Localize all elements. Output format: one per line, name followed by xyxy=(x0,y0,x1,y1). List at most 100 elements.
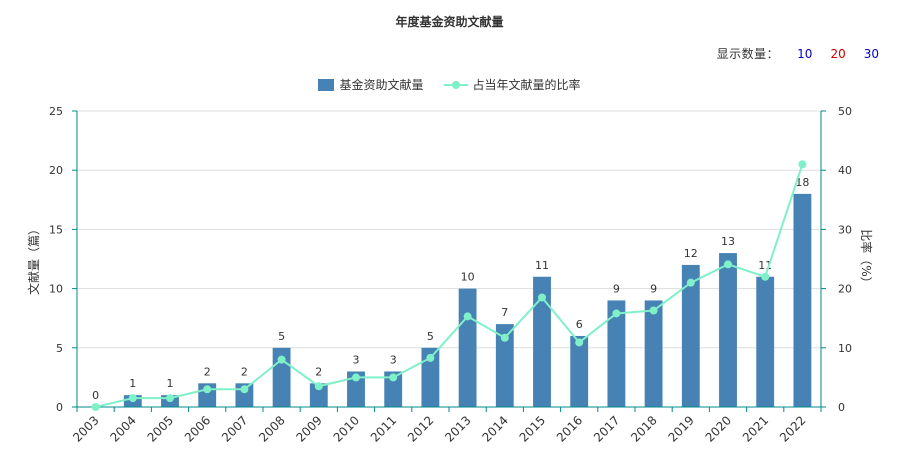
bar-value-label: 2 xyxy=(315,365,322,378)
x-tick-label: 2021 xyxy=(740,413,771,444)
y-tick-label: 15 xyxy=(49,223,63,236)
bar xyxy=(458,288,477,407)
bar xyxy=(384,371,403,407)
y-tick-label: 25 xyxy=(49,105,63,118)
x-tick-label: 2020 xyxy=(703,413,734,444)
count-switch: 显示数量： 10 20 30 xyxy=(717,45,879,62)
ratio-point xyxy=(538,293,546,302)
bar-value-label: 12 xyxy=(684,247,698,260)
bar-value-label: 5 xyxy=(278,330,285,343)
y-tick-label: 0 xyxy=(56,401,63,414)
bar xyxy=(495,324,514,407)
bar-value-label: 18 xyxy=(795,176,809,189)
ratio-point xyxy=(500,333,509,342)
x-tick-label: 2014 xyxy=(479,413,510,444)
x-tick-label: 2008 xyxy=(256,413,287,444)
x-tick-label: 2006 xyxy=(182,413,213,444)
ratio-point xyxy=(612,309,621,318)
y2-tick-label: 10 xyxy=(838,342,852,355)
x-tick-label: 2015 xyxy=(517,413,548,444)
bar-value-label: 6 xyxy=(576,318,583,331)
ratio-point xyxy=(761,272,770,281)
y2-tick-label: 40 xyxy=(838,164,852,177)
ratio-point xyxy=(352,373,360,382)
ratio-point xyxy=(463,312,472,321)
ratio-point xyxy=(203,385,212,394)
y-axis-label: 文献量（篇） xyxy=(26,223,41,295)
x-tick-label: 2019 xyxy=(665,413,696,444)
ratio-point xyxy=(426,353,435,362)
ratio-point xyxy=(277,355,286,364)
y-tick-label: 5 xyxy=(56,342,63,355)
y2-tick-label: 30 xyxy=(838,223,852,236)
bar xyxy=(347,371,365,407)
count-option-20[interactable]: 20 xyxy=(830,46,846,61)
bar xyxy=(607,300,626,407)
count-option-30[interactable]: 30 xyxy=(863,46,879,61)
bar xyxy=(756,276,775,407)
bar-value-label: 3 xyxy=(390,353,397,366)
bar xyxy=(421,347,440,407)
bar xyxy=(793,193,812,407)
bar xyxy=(681,264,700,407)
x-tick-label: 2018 xyxy=(628,413,659,444)
bar-value-label: 5 xyxy=(427,330,434,343)
x-tick-label: 2004 xyxy=(107,413,138,444)
chart-title: 年度基金资助文献量 xyxy=(395,15,504,29)
ratio-point xyxy=(240,385,249,394)
legend-item-bar[interactable]: 基金资助文献量 xyxy=(318,76,424,93)
ratio-line xyxy=(95,163,804,408)
x-tick-label: 2011 xyxy=(368,413,399,444)
bar-value-label: 3 xyxy=(353,353,360,366)
y2-tick-label: 20 xyxy=(838,283,852,296)
bar-value-label: 7 xyxy=(501,306,508,319)
bar-value-label: 2 xyxy=(204,365,211,378)
bar-value-label: 0 xyxy=(92,389,99,402)
legend-label-bar: 基金资助文献量 xyxy=(339,78,424,92)
bar-value-label: 11 xyxy=(535,259,549,272)
bar-value-label: 10 xyxy=(461,271,475,284)
ratio-point xyxy=(724,260,732,269)
ratio-point xyxy=(575,338,584,347)
y-tick-label: 10 xyxy=(49,283,63,296)
y2-tick-label: 50 xyxy=(838,105,852,118)
ratio-point xyxy=(91,403,100,411)
ratio-point xyxy=(798,160,807,169)
x-tick-label: 2016 xyxy=(554,413,585,444)
bar xyxy=(533,276,551,407)
x-tick-label: 2007 xyxy=(219,413,250,444)
y-tick-label: 20 xyxy=(49,164,63,177)
legend-bar-swatch xyxy=(318,78,335,91)
count-option-10[interactable]: 10 xyxy=(797,46,813,61)
legend-line-swatch xyxy=(443,79,468,91)
ratio-point xyxy=(389,373,398,382)
bar xyxy=(309,383,328,407)
x-tick-label: 2009 xyxy=(293,413,324,444)
ratio-point xyxy=(314,382,323,391)
legend-item-line[interactable]: 占当年文献量的比率 xyxy=(443,76,581,93)
bar xyxy=(570,335,589,407)
x-tick-label: 2013 xyxy=(442,413,473,444)
y2-axis-label: 比率（%） xyxy=(859,229,874,288)
x-tick-label: 2005 xyxy=(145,413,176,444)
x-tick-label: 2017 xyxy=(591,413,622,444)
ratio-point xyxy=(166,394,174,403)
x-tick-label: 2010 xyxy=(331,413,362,444)
bar-value-label: 13 xyxy=(721,235,735,248)
count-label: 显示数量： xyxy=(716,47,780,61)
bar xyxy=(719,253,737,407)
x-tick-label: 2003 xyxy=(70,413,101,444)
x-tick-label: 2022 xyxy=(777,413,808,444)
y2-tick-label: 0 xyxy=(838,401,845,414)
bar-value-label: 9 xyxy=(650,282,657,295)
ratio-point xyxy=(649,306,658,315)
bar-value-label: 1 xyxy=(129,377,136,390)
legend: 基金资助文献量 占当年文献量的比率 xyxy=(0,76,899,93)
bar xyxy=(644,300,663,407)
ratio-point xyxy=(686,278,695,287)
legend-label-line: 占当年文献量的比率 xyxy=(472,78,581,92)
bar-value-label: 9 xyxy=(613,282,620,295)
x-tick-label: 2012 xyxy=(405,413,436,444)
bar-value-label: 1 xyxy=(167,377,174,390)
